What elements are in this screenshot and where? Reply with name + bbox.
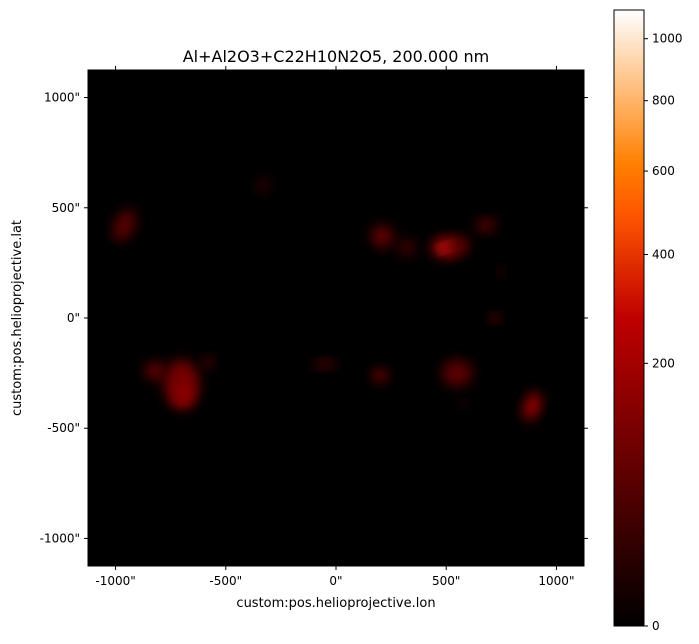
heatmap-feature-2 xyxy=(449,236,470,255)
colorbar-tick-label-4: 800 xyxy=(652,94,675,108)
heatmap-feature-7 xyxy=(498,267,504,277)
heatmap-feature-16 xyxy=(460,400,468,408)
heatmap-image xyxy=(88,70,584,566)
heatmap-feature-6 xyxy=(489,314,500,322)
colorbar: 0 200 400 600 800 1000 xyxy=(613,9,683,633)
y-tick-label-2: 0" xyxy=(67,311,80,325)
x-tick-label-2: 0" xyxy=(329,574,342,588)
heatmap-feature-18 xyxy=(256,179,270,193)
x-axis-label: custom:pos.helioprojective.lon xyxy=(236,596,435,611)
chart-title: Al+Al2O3+C22H10N2O5, 200.000 nm xyxy=(183,47,490,66)
heatmap-feature-15 xyxy=(441,359,473,387)
colorbar-tick-label-1: 200 xyxy=(652,356,675,370)
y-tick-label-3: -500" xyxy=(47,421,80,435)
x-tick-label-0: -1000" xyxy=(95,574,135,588)
y-tick-label-1: 500" xyxy=(52,201,80,215)
heatmap-feature-13 xyxy=(372,368,388,382)
heatmap-feature-12 xyxy=(202,356,214,368)
colorbar-tick-label-0: 0 xyxy=(652,619,660,633)
heatmap-feature-4 xyxy=(397,238,416,257)
x-tick-label-3: 500" xyxy=(432,574,460,588)
x-axis-ticks: -1000" -500" 0" 500" 1000" xyxy=(95,66,574,588)
x-tick-label-1: -500" xyxy=(209,574,242,588)
heatmap-feature-17 xyxy=(523,392,541,420)
heatmap-background xyxy=(88,70,584,566)
heatmap-feature-10 xyxy=(175,384,193,407)
x-tick-label-4: 1000" xyxy=(538,574,574,588)
heatmap-features xyxy=(112,179,541,420)
heatmap-feature-8 xyxy=(112,209,136,241)
colorbar-tick-label-3: 600 xyxy=(652,164,675,178)
heatmap-feature-5 xyxy=(475,218,496,233)
y-tick-label-4: -1000" xyxy=(40,531,80,545)
heatmap-feature-14 xyxy=(312,359,338,369)
heatmap-feature-11 xyxy=(144,362,167,380)
colorbar-tick-label-2: 400 xyxy=(652,248,675,262)
y-axis-label: custom:pos.helioprojective.lat xyxy=(10,220,25,416)
colorbar-frame xyxy=(613,9,645,627)
colorbar-gradient xyxy=(614,10,644,626)
heatmap-feature-3 xyxy=(371,225,394,248)
colorbar-ticks: 0 200 400 600 800 1000 xyxy=(644,32,683,633)
y-axis-ticks: 1000" 500" 0" -500" -1000" xyxy=(40,91,588,545)
y-tick-label-0: 1000" xyxy=(44,91,80,105)
colorbar-tick-label-5: 1000 xyxy=(652,32,683,46)
